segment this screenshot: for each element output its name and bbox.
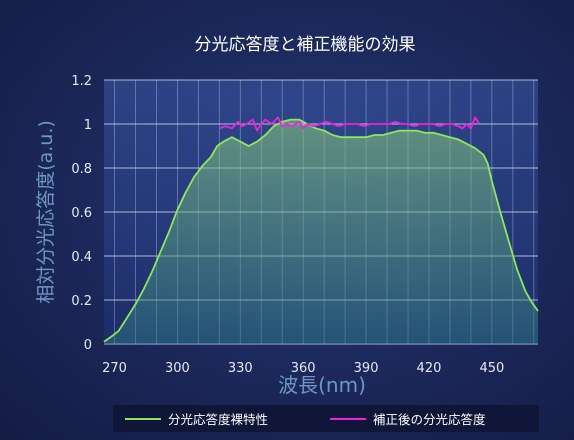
x-tick-label: 360 (291, 361, 316, 376)
x-axis-title: 波長(nm) (278, 373, 366, 397)
x-tick-label: 330 (228, 361, 253, 376)
tick-labels: 0 0.2 0.4 0.6 0.8 1 1.2 270 300 330 360 390 420 450 (71, 74, 504, 376)
y-axis-title: 相対分光応答度(a.u.) (35, 120, 57, 304)
x-tick-label: 300 (165, 361, 190, 376)
series-area-0 (104, 119, 538, 344)
y-tick-label: 0 (84, 338, 92, 353)
chart-title: 分光応答度と補正機能の効果 (195, 35, 416, 55)
series-line-0 (103, 118, 539, 343)
legend: 分光応答度裸特性 補正後の分光応答度 (113, 405, 539, 432)
legend-background (113, 405, 539, 432)
legend-label-corrected: 補正後の分光応答度 (373, 412, 486, 427)
legend-label-raw: 分光応答度裸特性 (168, 412, 268, 427)
series-layer (103, 116, 539, 344)
x-tick-label: 420 (417, 361, 442, 376)
x-tick-label: 450 (479, 361, 504, 376)
y-tick-label: 1.2 (71, 74, 92, 89)
y-tick-label: 0.2 (71, 294, 92, 309)
y-tick-label: 0.8 (71, 162, 92, 177)
x-tick-label: 270 (102, 361, 127, 376)
y-tick-label: 0.6 (71, 206, 92, 221)
series-line-1 (219, 116, 481, 132)
x-tick-label: 390 (354, 361, 379, 376)
y-tick-label: 1 (84, 118, 92, 133)
y-tick-label: 0.4 (71, 250, 92, 265)
